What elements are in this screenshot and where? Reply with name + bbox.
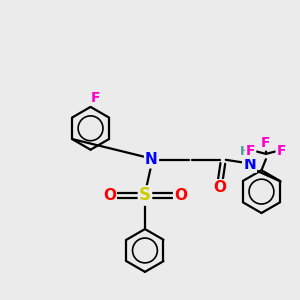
Text: F: F xyxy=(90,91,100,105)
Text: H: H xyxy=(240,145,250,158)
Text: N: N xyxy=(145,152,158,167)
Text: F: F xyxy=(277,144,286,158)
Text: F: F xyxy=(261,136,271,150)
Text: O: O xyxy=(103,188,116,203)
Text: O: O xyxy=(174,188,187,203)
Text: S: S xyxy=(139,187,151,205)
Text: F: F xyxy=(246,144,255,158)
Text: N: N xyxy=(243,157,256,172)
Text: O: O xyxy=(213,180,226,195)
